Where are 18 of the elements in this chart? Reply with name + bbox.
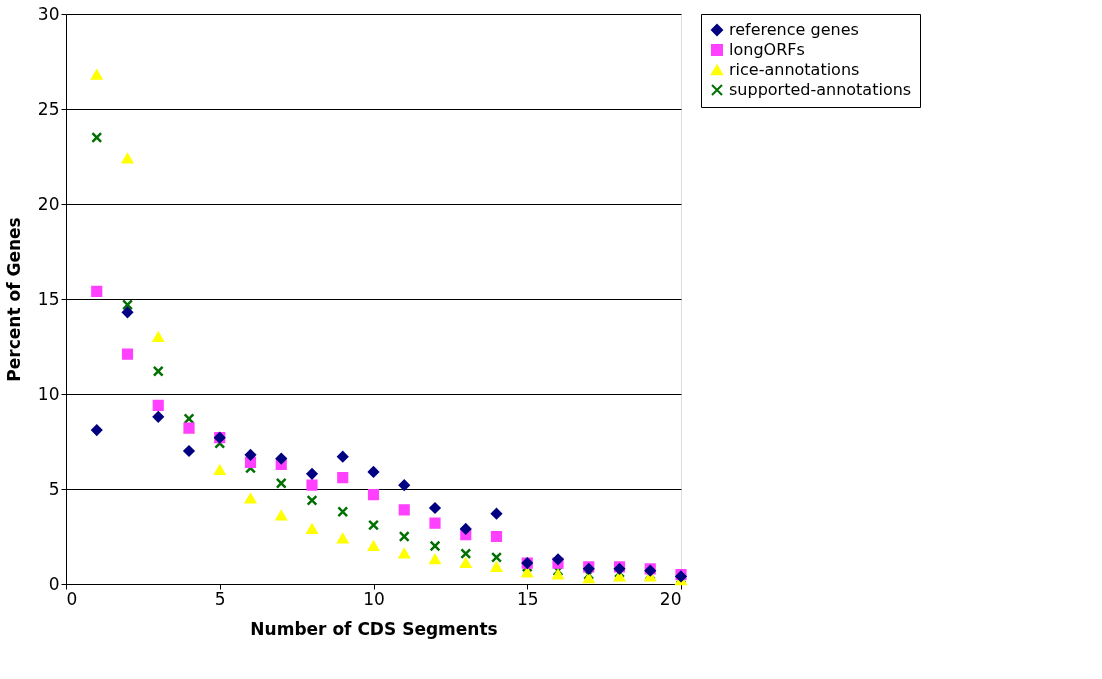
y-tick-label: 25	[37, 98, 60, 119]
legend-label: reference genes	[729, 20, 859, 39]
legend-label: longORFs	[729, 40, 805, 59]
x-tick-label: 0	[66, 588, 78, 609]
x-tick-label: 15	[516, 588, 539, 609]
x-tick-label: 5	[214, 588, 226, 609]
y-tick-label: 5	[48, 478, 60, 499]
y-tick-label: 30	[37, 3, 60, 24]
y-tick-label: 20	[37, 193, 60, 214]
x-tick-label: 10	[363, 588, 385, 609]
legend-label: rice-annotations	[729, 60, 860, 79]
y-tick-label: 15	[37, 288, 60, 309]
y-tick-label: 10	[37, 383, 60, 404]
x-tick-label: 20	[659, 588, 682, 609]
legend-label: supported-annotations	[729, 80, 912, 99]
y-axis-title: Percent of Genes	[3, 217, 24, 382]
x-axis-title: Number of CDS Segments	[250, 618, 498, 639]
y-tick-label: 0	[48, 573, 60, 594]
